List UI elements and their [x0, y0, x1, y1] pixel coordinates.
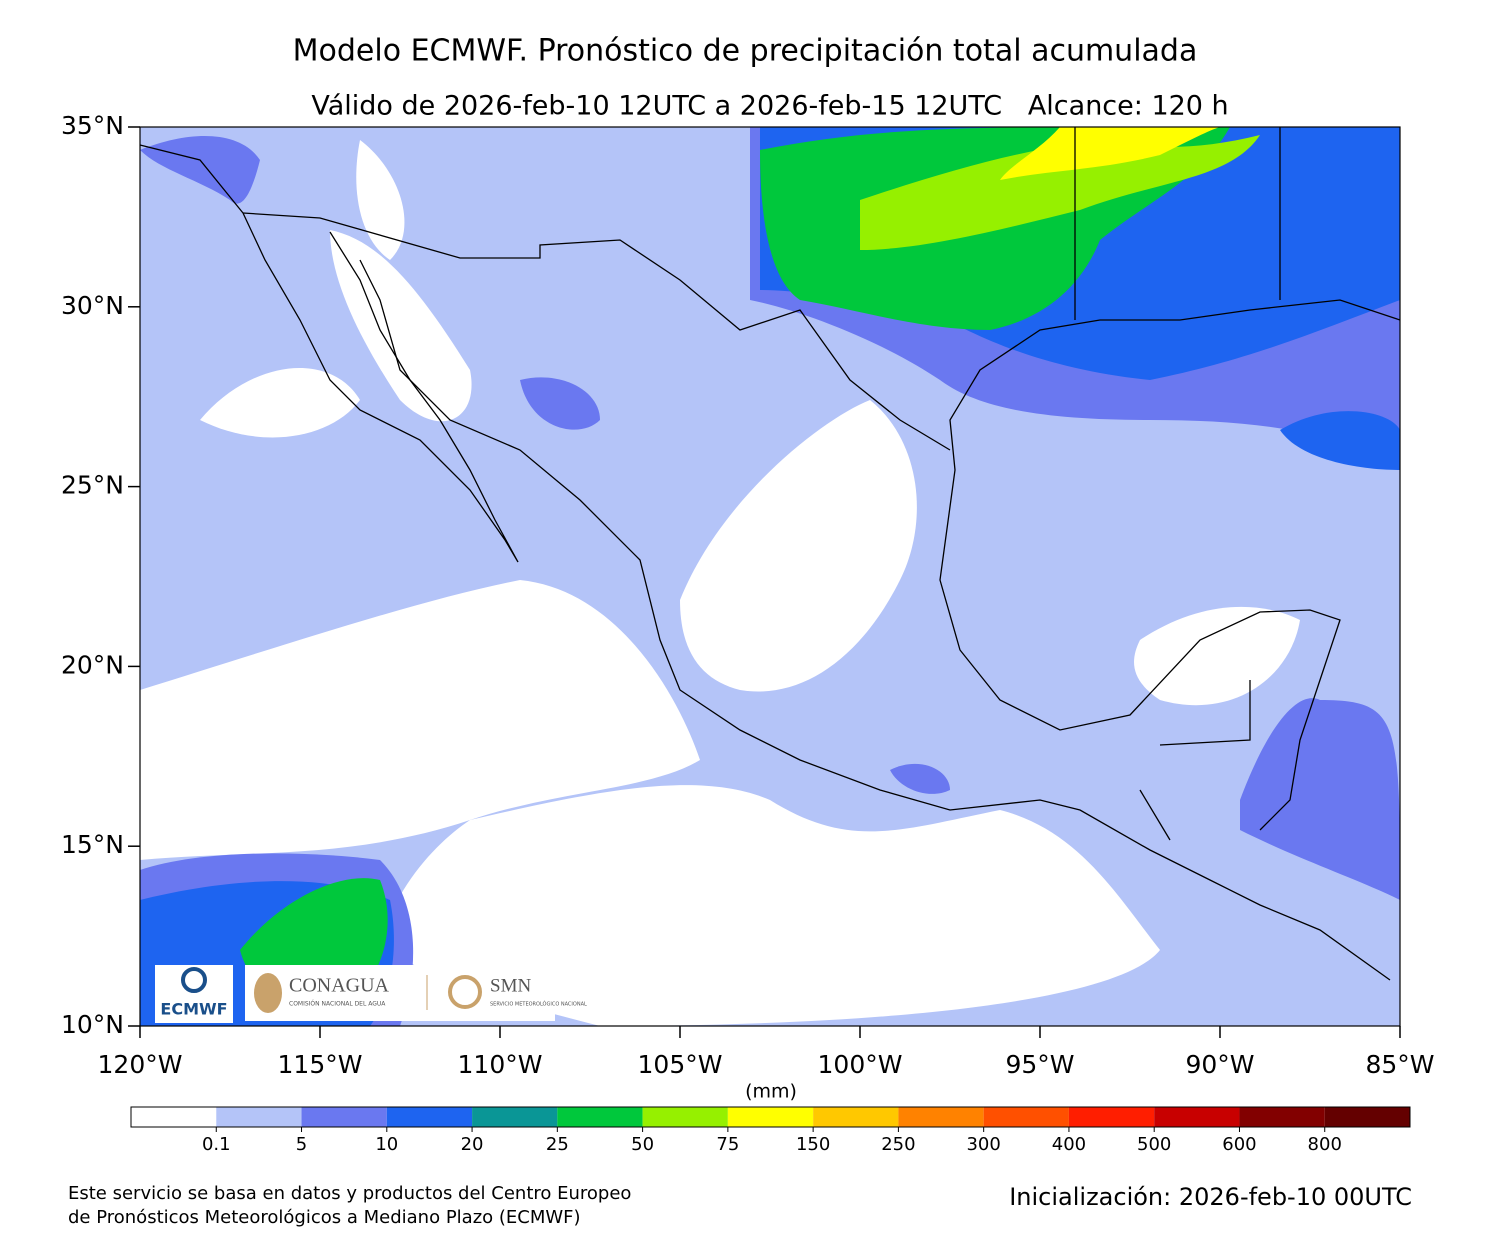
colorbar-swatch	[1068, 1107, 1155, 1127]
colorbar-label: 250	[881, 1134, 915, 1155]
colorbar-swatch	[131, 1107, 217, 1127]
axes: 35°N 30°N 25°N 20°N 15°N 10°N 120°W 115°W 110°W 1…	[61, 111, 1435, 1079]
colorbar-frame	[130, 1106, 1411, 1128]
lat-tick-label: 25°N	[61, 471, 124, 500]
credit-line: de Pronósticos Meteorológicos a Mediano …	[68, 1207, 581, 1228]
lat-tick-label: 35°N	[61, 111, 124, 140]
colorbar-swatch	[642, 1107, 728, 1127]
colorbar-swatch	[557, 1107, 643, 1127]
title: Modelo ECMWF. Pronóstico de precipitació…	[293, 34, 1198, 69]
map-frame	[139, 126, 1401, 1027]
lon-tick-label: 95°W	[1005, 1050, 1074, 1079]
colorbar-label: 25	[546, 1134, 569, 1155]
colorbar-label: 5	[296, 1134, 307, 1155]
colorbar-swatch	[1324, 1107, 1410, 1127]
colorbar: 0.1 5 10 20 25 50 75 150 250 300 400 500 600 800	[130, 1106, 1411, 1155]
colorbar-label: 400	[1052, 1134, 1086, 1155]
logos: ECMWF CONAGUA COMISIÓN NACIONAL DEL AGUA…	[155, 965, 587, 1023]
colorbar-label: 75	[716, 1134, 739, 1155]
conagua-text: CONAGUA	[289, 975, 390, 997]
ecmwf-icon	[181, 967, 207, 993]
smn-sub: SERVICIO METEOROLÓGICO NACIONAL	[490, 1001, 587, 1008]
smn-icon	[448, 975, 482, 1009]
precip-field	[140, 127, 1400, 1026]
colorbar-label: 20	[461, 1134, 484, 1155]
colorbar-swatch	[301, 1107, 387, 1127]
colorbar-label: 10	[375, 1134, 398, 1155]
conagua-icon	[254, 973, 282, 1013]
conagua-smn-logo	[245, 965, 555, 1021]
colorbar-swatch	[727, 1107, 814, 1127]
ecmwf-logo	[155, 965, 233, 1023]
colorbar-unit: (mm)	[745, 1081, 797, 1103]
colorbar-label: 50	[631, 1134, 654, 1155]
lat-tick-label: 20°N	[61, 650, 124, 679]
colorbar-swatch	[386, 1107, 473, 1127]
lon-tick-label: 90°W	[1185, 1050, 1254, 1079]
lat-tick-label: 30°N	[61, 291, 124, 320]
colorbar-swatch	[898, 1107, 984, 1127]
colorbar-label: 500	[1137, 1134, 1171, 1155]
colorbar-swatch	[472, 1107, 558, 1127]
colorbar-label: 600	[1222, 1134, 1256, 1155]
coastlines	[139, 127, 1401, 981]
init-time: Inicialización: 2026-feb-10 00UTC	[1009, 1183, 1412, 1211]
colorbar-label: 0.1	[202, 1134, 231, 1155]
colorbar-label: 150	[796, 1134, 830, 1155]
colorbar-swatch	[216, 1107, 302, 1127]
colorbar-label: 800	[1308, 1134, 1342, 1155]
credit-line: Este servicio se basa en datos y product…	[68, 1183, 631, 1204]
colorbar-swatch	[1239, 1107, 1325, 1127]
lon-tick-label: 110°W	[458, 1050, 543, 1079]
lon-tick-label: 120°W	[98, 1050, 183, 1079]
lon-tick-label: 85°W	[1365, 1050, 1434, 1079]
conagua-sub: COMISIÓN NACIONAL DEL AGUA	[289, 1001, 386, 1008]
ecmwf-text: ECMWF	[160, 1000, 227, 1019]
smn-text: SMN	[490, 975, 531, 996]
lat-tick-label: 10°N	[61, 1010, 124, 1039]
colorbar-swatch	[813, 1107, 899, 1127]
colorbar-label: 300	[966, 1134, 1000, 1155]
colorbar-swatch	[1154, 1107, 1240, 1127]
lon-tick-label: 105°W	[638, 1050, 723, 1079]
subtitle: Válido de 2026-feb-10 12UTC a 2026-feb-1…	[311, 91, 1228, 122]
colorbar-swatch	[983, 1107, 1069, 1127]
lon-tick-label: 115°W	[278, 1050, 363, 1079]
lon-tick-label: 100°W	[818, 1050, 903, 1079]
lat-tick-label: 15°N	[61, 830, 124, 859]
